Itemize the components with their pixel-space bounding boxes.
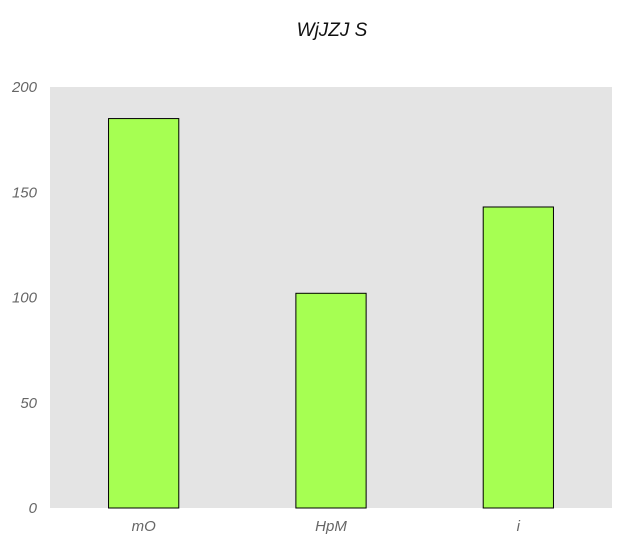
y-tick-label: 200 bbox=[11, 79, 38, 96]
x-tick-label: HpM bbox=[315, 518, 347, 535]
bar-mO bbox=[108, 118, 180, 509]
x-axis-ticks: mO HpM i bbox=[132, 518, 521, 535]
y-tick-label: 0 bbox=[29, 500, 38, 517]
y-axis-ticks: 0 50 100 150 200 bbox=[11, 79, 38, 517]
y-tick-label: 100 bbox=[12, 290, 38, 307]
bar-i bbox=[482, 206, 554, 509]
y-tick-label: 150 bbox=[12, 184, 38, 201]
x-tick-label: mO bbox=[132, 518, 156, 535]
chart-title: WjJZJ S bbox=[296, 20, 368, 41]
x-tick-label: i bbox=[517, 518, 521, 535]
y-tick-label: 50 bbox=[20, 395, 37, 412]
bar-HpM bbox=[295, 292, 367, 509]
bars-group bbox=[108, 118, 554, 509]
